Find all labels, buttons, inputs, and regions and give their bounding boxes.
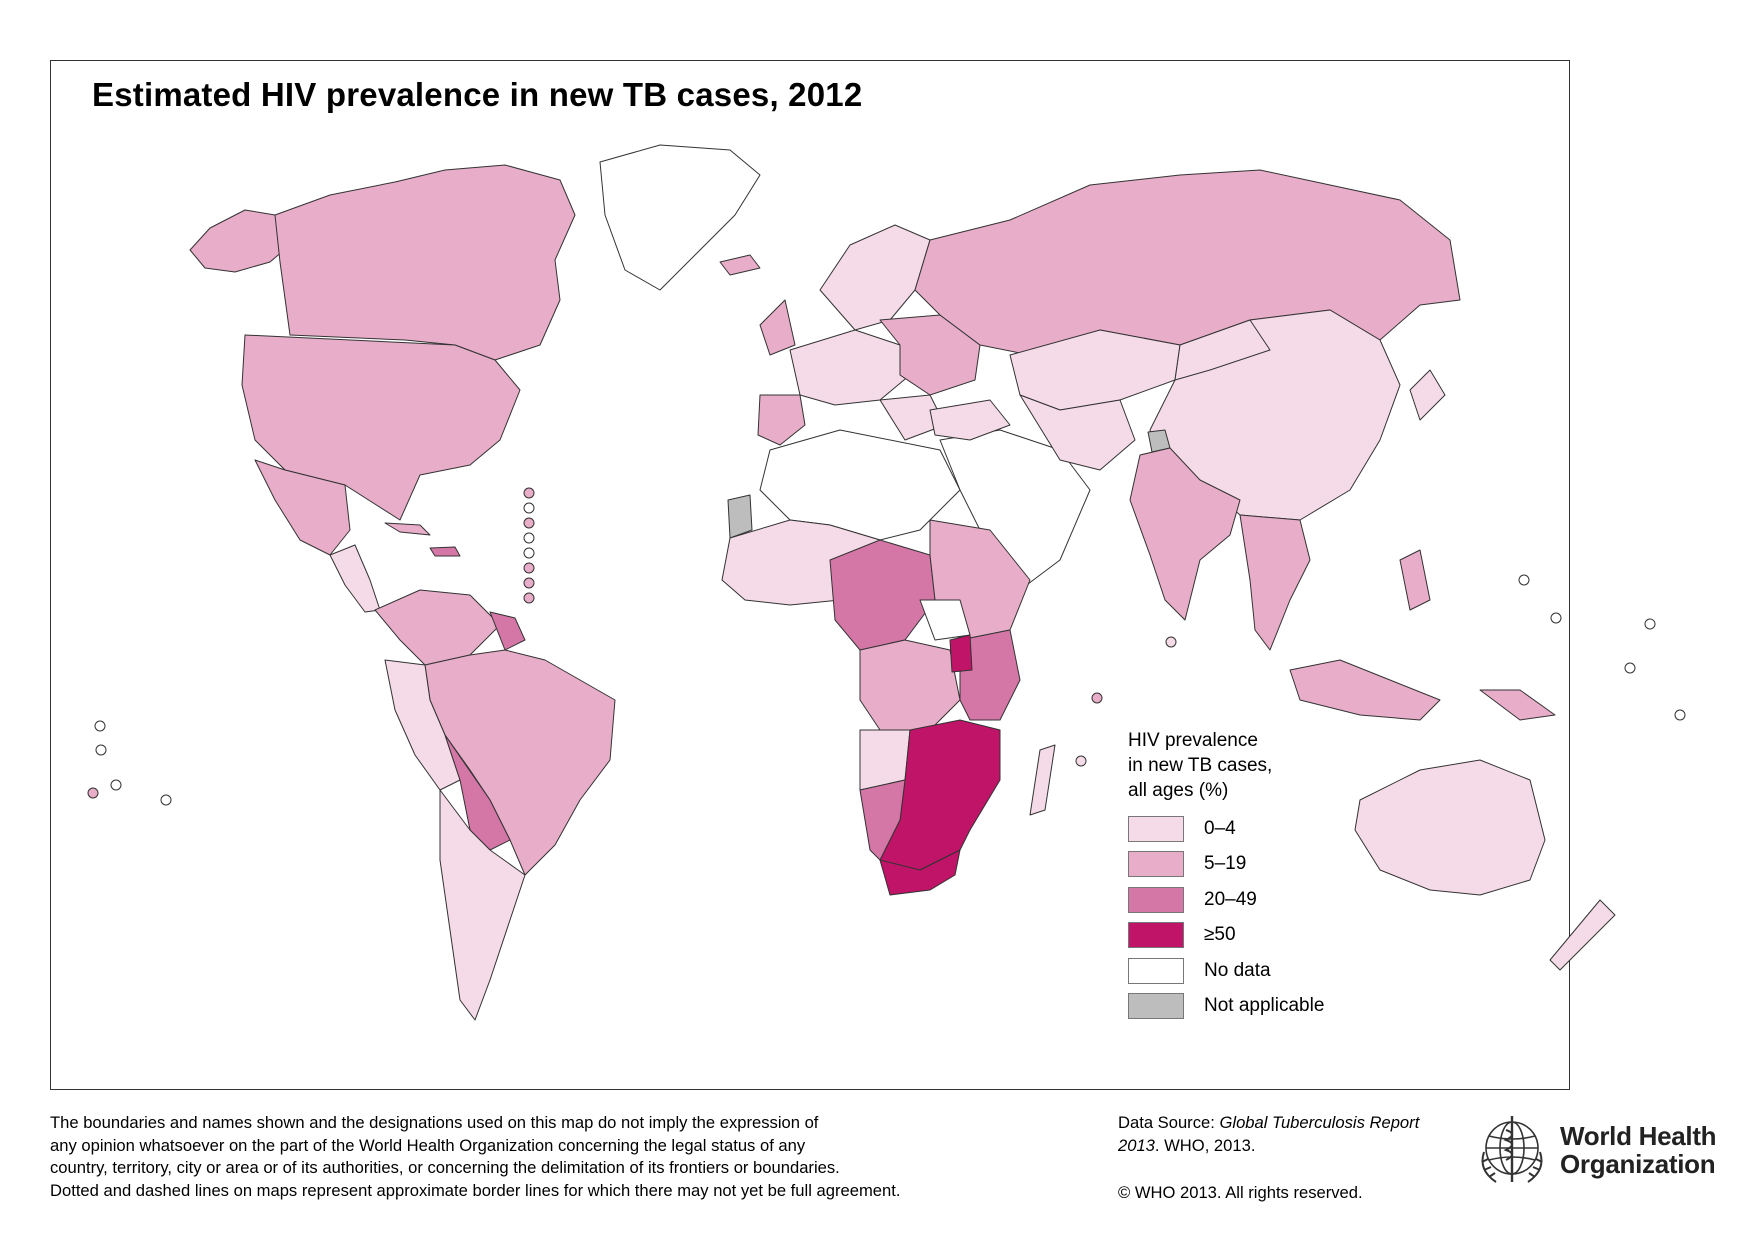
who-logo: World Health Organization <box>1474 1112 1724 1188</box>
region-turkey <box>929 399 1011 441</box>
source-prefix: Data Source: <box>1118 1113 1220 1132</box>
legend-title-line: all ages (%) <box>1128 780 1229 801</box>
region-hispaniola <box>429 546 461 557</box>
region-india <box>1129 447 1241 621</box>
region-southeast-asia <box>1239 514 1311 651</box>
legend-swatch <box>1128 815 1184 842</box>
region-mongolia <box>1174 319 1271 381</box>
region-iceland <box>719 254 761 276</box>
region-argentina-chile <box>439 789 526 1021</box>
disclaimer-line: any opinion whatsoever on the part of th… <box>50 1135 806 1155</box>
region-new-zealand <box>1549 899 1616 971</box>
who-name-line2: Organization <box>1560 1149 1716 1179</box>
legend-item-0-4: 0–4 <box>1128 811 1388 847</box>
map-title: Estimated HIV prevalence in new TB cases… <box>92 76 863 113</box>
disclaimer-line: country, territory, city or area or of i… <box>50 1158 840 1177</box>
region-uk <box>759 299 796 356</box>
legend-label: 20–49 <box>1204 888 1257 910</box>
legend-label: No data <box>1204 959 1271 981</box>
region-central-africa <box>859 639 961 731</box>
region-south-africa <box>879 849 961 896</box>
region-canada <box>274 164 576 361</box>
who-name: World Health Organization <box>1560 1121 1717 1179</box>
region-namibia <box>859 779 906 861</box>
data-source: Data Source: Global Tuberculosis Report … <box>1118 1112 1448 1157</box>
region-western-sahara-na <box>727 494 753 539</box>
legend-swatch <box>1128 851 1184 878</box>
region-guianas <box>489 611 526 651</box>
legend-item-5-19: 5–19 <box>1128 847 1388 883</box>
region-madagascar <box>1029 744 1056 816</box>
source-title: Global Tuberculosis Report 2013 <box>1118 1113 1420 1155</box>
legend-label: 0–4 <box>1204 817 1236 839</box>
region-north-africa <box>759 429 961 541</box>
legend-title-line: HIV prevalence <box>1128 730 1258 751</box>
disclaimer: The boundaries and names shown and the d… <box>50 1112 1090 1202</box>
caribbean-callouts <box>523 487 535 604</box>
region-philippines <box>1399 549 1431 611</box>
legend-title: HIV prevalence in new TB cases, all ages… <box>1128 728 1388 803</box>
legend-label: ≥50 <box>1204 924 1236 946</box>
region-western-europe <box>789 329 911 406</box>
disclaimer-line: Dotted and dashed lines on maps represen… <box>50 1180 901 1200</box>
legend-swatch <box>1128 886 1184 913</box>
region-colombia-venezuela <box>374 589 501 666</box>
legend-label: Not applicable <box>1204 995 1325 1017</box>
legend-label: 5–19 <box>1204 853 1247 875</box>
region-usa <box>241 334 521 521</box>
source-suffix: . WHO, 2013. <box>1154 1135 1256 1155</box>
legend: HIV prevalence in new TB cases, all ages… <box>1128 728 1388 1024</box>
legend-item-not-applicable: Not applicable <box>1128 989 1388 1025</box>
region-indonesia <box>1289 659 1441 721</box>
who-name-line1: World Health <box>1560 1121 1717 1151</box>
legend-swatch <box>1128 993 1184 1020</box>
legend-item-no-data: No data <box>1128 953 1388 989</box>
who-emblem-icon <box>1481 1116 1543 1183</box>
region-central-asia <box>1019 394 1136 471</box>
region-australia <box>1354 759 1546 896</box>
map-frame <box>50 60 1570 1090</box>
region-scandinavia <box>819 224 931 331</box>
region-uganda <box>949 634 973 673</box>
region-nigeria-chad <box>829 539 936 651</box>
region-cuba <box>384 522 431 536</box>
region-korea-japan <box>1409 369 1446 421</box>
legend-title-line: in new TB cases, <box>1128 755 1273 776</box>
region-mexico <box>254 459 351 556</box>
island-markers <box>87 574 1686 806</box>
region-east-africa <box>959 629 1021 721</box>
legend-swatch <box>1128 957 1184 984</box>
region-russia <box>914 169 1461 356</box>
region-greenland <box>599 144 761 291</box>
region-alaska <box>189 209 291 273</box>
legend-item-50-plus: ≥50 <box>1128 918 1388 954</box>
legend-item-20-49: 20–49 <box>1128 882 1388 918</box>
legend-swatch <box>1128 922 1184 949</box>
region-png <box>1479 689 1556 721</box>
region-central-america <box>329 544 381 613</box>
disclaimer-line: The boundaries and names shown and the d… <box>50 1113 819 1132</box>
region-iberia <box>757 394 806 446</box>
copyright: © WHO 2013. All rights reserved. <box>1118 1183 1363 1202</box>
region-middle-east <box>939 429 1091 591</box>
